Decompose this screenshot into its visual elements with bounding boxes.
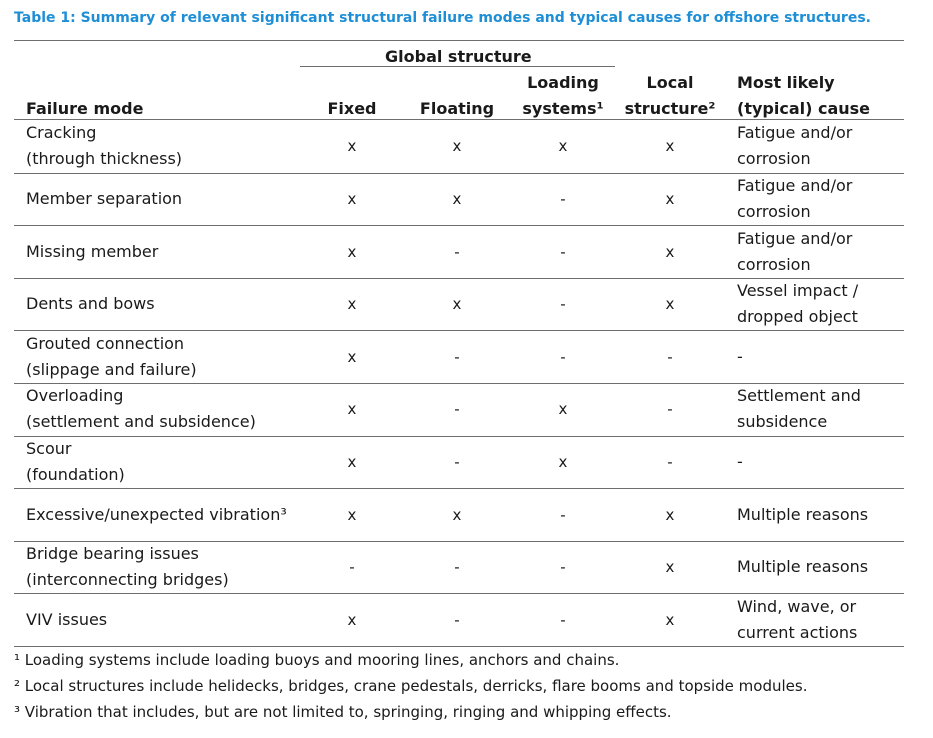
failure-mode-cell: Excessive/unexpected vibration³ [26,504,287,524]
floating-mark: - [454,558,460,577]
local-mark: - [667,452,673,471]
header-local-structure-1: Local [646,73,694,92]
local-mark: x [665,295,675,314]
failure-mode-cell-line-1: Bridge bearing issues [26,544,199,564]
header-local-structure-2: structure² [624,99,716,118]
table-caption: Table 1: Summary of relevant significant… [14,10,871,26]
fixed-mark: x [347,347,357,366]
footnote-3: ³ Vibration that includes, but are not l… [14,703,672,721]
row-rule [14,541,904,542]
floating-mark: x [452,505,462,524]
row-rule [14,330,904,331]
loading-mark: - [560,347,566,366]
row-rule [14,278,904,279]
cause-cell: - [737,451,743,471]
footnote-1: ¹ Loading systems include loading buoys … [14,651,620,669]
cause-cell-line-1: Wind, wave, or [737,596,857,616]
local-mark: x [665,558,675,577]
footnote-2: ² Local structures include helidecks, br… [14,677,808,695]
floating-mark: - [454,452,460,471]
failure-mode-cell-line-2: (through thickness) [26,149,183,169]
cause-cell-line-2: corrosion [737,254,811,274]
failure-mode-cell: Dents and bows [26,294,155,314]
local-mark: - [667,400,673,419]
floating-mark: x [452,137,462,156]
failure-mode-cell-line-1: Cracking [26,123,97,143]
cause-cell: Multiple reasons [737,557,869,577]
header-floating: Floating [419,99,495,118]
loading-mark: x [558,137,568,156]
row-rule [14,225,904,226]
loading-mark: - [560,189,566,208]
cause-cell-line-1: Fatigue and/or [737,228,853,248]
loading-mark: x [558,452,568,471]
cause-cell-line-1: Fatigue and/or [737,123,853,143]
failure-mode-cell-line-1: Overloading [26,386,124,406]
fixed-mark: x [347,295,357,314]
local-mark: x [665,610,675,629]
loading-mark: - [560,505,566,524]
local-mark: x [665,505,675,524]
top-rule [14,40,904,41]
row-rule [14,646,904,647]
loading-mark: - [560,242,566,261]
failure-mode-cell: Member separation [26,188,183,208]
loading-mark: - [560,295,566,314]
header-cause-1: Most likely [737,73,835,92]
local-mark: x [665,189,675,208]
local-mark: - [667,347,673,366]
header-failure-mode: Failure mode [26,99,144,118]
cause-cell-line-2: current actions [737,622,858,642]
group-rule [300,66,615,67]
row-rule [14,436,904,437]
failure-mode-cell-line-2: (foundation) [26,464,125,484]
row-rule [14,488,904,489]
cause-cell-line-2: corrosion [737,201,811,221]
row-rule [14,173,904,174]
floating-mark: x [452,189,462,208]
cause-cell-line-1: Fatigue and/or [737,175,853,195]
loading-mark: - [560,610,566,629]
fixed-mark: x [347,242,357,261]
failure-mode-cell-line-2: (interconnecting bridges) [26,570,229,590]
fixed-mark: x [347,189,357,208]
floating-mark: - [454,347,460,366]
fixed-mark: - [349,558,355,577]
failure-mode-cell: Missing member [26,241,159,261]
failure-mode-cell-line-2: (settlement and subsidence) [26,412,256,432]
header-loading-systems-1: Loading [527,73,599,92]
cause-cell-line-2: corrosion [737,149,811,169]
cause-cell: Multiple reasons [737,504,869,524]
fixed-mark: x [347,400,357,419]
local-mark: x [665,242,675,261]
cause-cell-line-1: Vessel impact / [737,281,859,301]
header-fixed: Fixed [327,99,377,118]
row-rule [14,593,904,594]
floating-mark: - [454,610,460,629]
fixed-mark: x [347,137,357,156]
cause-cell-line-2: subsidence [737,412,828,432]
failure-mode-cell: VIV issues [26,609,108,629]
header-rule [14,119,904,120]
failure-mode-cell-line-2: (slippage and failure) [26,359,197,379]
row-rule [14,383,904,384]
fixed-mark: x [347,452,357,471]
loading-mark: - [560,558,566,577]
loading-mark: x [558,400,568,419]
floating-mark: x [452,295,462,314]
header-global-structure: Global structure [385,47,532,66]
failure-mode-cell-line-1: Grouted connection [26,333,185,353]
cause-cell: - [737,346,743,366]
failure-mode-cell-line-1: Scour [26,438,72,458]
fixed-mark: x [347,505,357,524]
header-loading-systems-2: systems¹ [522,99,604,118]
floating-mark: - [454,242,460,261]
cause-cell-line-1: Settlement and [737,386,861,406]
floating-mark: - [454,400,460,419]
fixed-mark: x [347,610,357,629]
header-cause-2: (typical) cause [737,99,871,118]
cause-cell-line-2: dropped object [737,307,858,327]
local-mark: x [665,137,675,156]
